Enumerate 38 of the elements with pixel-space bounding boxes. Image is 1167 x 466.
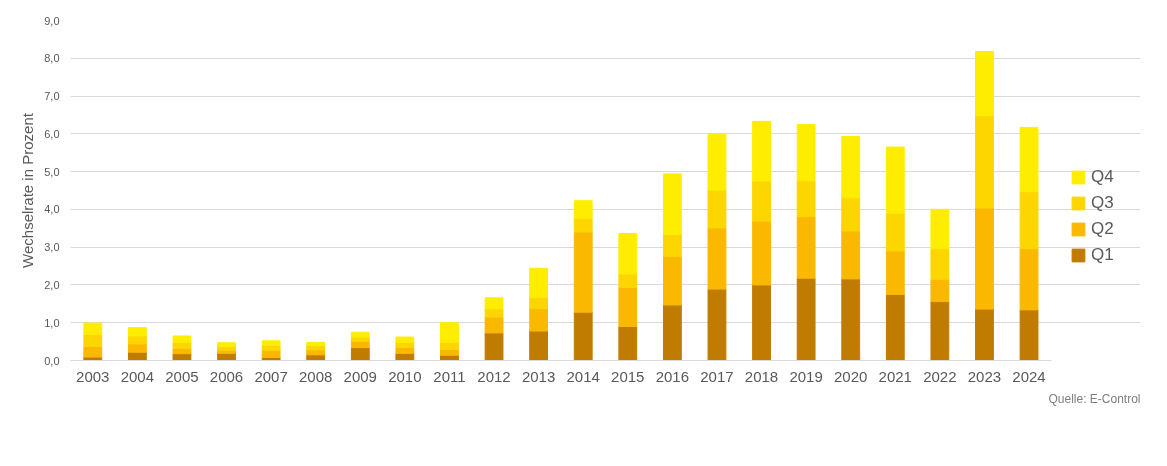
legend-label: Q2 (1091, 219, 1114, 239)
x-tick-label: 2020 (834, 367, 868, 385)
y-tick-label: 0,0 (44, 354, 60, 367)
x-tick-label: 2023 (967, 367, 1002, 385)
x-tick-label: 2009 (343, 367, 377, 385)
x-tick-label: 2011 (433, 367, 466, 385)
x-tick-label: 2008 (299, 367, 333, 385)
legend-label: Q1 (1091, 245, 1114, 265)
x-tick-label: 2019 (789, 367, 823, 385)
y-tick-label: 3,0 (44, 241, 60, 254)
x-tick-label: 2015 (611, 367, 645, 385)
legend-label: Q3 (1091, 193, 1114, 213)
x-tick-label: 2012 (477, 367, 511, 385)
x-tick-label: 2016 (655, 367, 690, 385)
y-tick-label: 8,0 (44, 52, 60, 65)
y-tick-label: 6,0 (44, 127, 60, 140)
x-tick-label: 2024 (1012, 367, 1046, 385)
x-tick-label: 2007 (254, 367, 288, 385)
x-tick-label: 2005 (165, 367, 199, 385)
legend-label: Q4 (1091, 167, 1114, 187)
x-tick-label: 2010 (388, 367, 422, 385)
y-tick-label: 4,0 (44, 203, 60, 216)
source-note: Quelle: E-Control (1048, 391, 1141, 406)
y-axis-title: Wechselrate in Prozent (19, 112, 37, 268)
y-tick-label: 5,0 (44, 165, 60, 178)
x-tick-label: 2022 (923, 367, 957, 385)
y-tick-label: 7,0 (44, 90, 60, 103)
x-tick-label: 2014 (566, 367, 600, 385)
y-tick-label: 2,0 (44, 278, 60, 291)
y-tick-label: 1,0 (44, 316, 60, 329)
x-tick-label: 2017 (700, 367, 734, 385)
x-tick-label: 2013 (521, 367, 556, 385)
x-tick-label: 2006 (209, 367, 244, 385)
x-tick-label: 2004 (120, 367, 155, 385)
y-tick-label: 9,0 (44, 14, 60, 27)
x-tick-label: 2021 (878, 367, 912, 385)
x-tick-label: 2003 (76, 367, 110, 385)
x-tick-label: 2018 (744, 367, 779, 385)
